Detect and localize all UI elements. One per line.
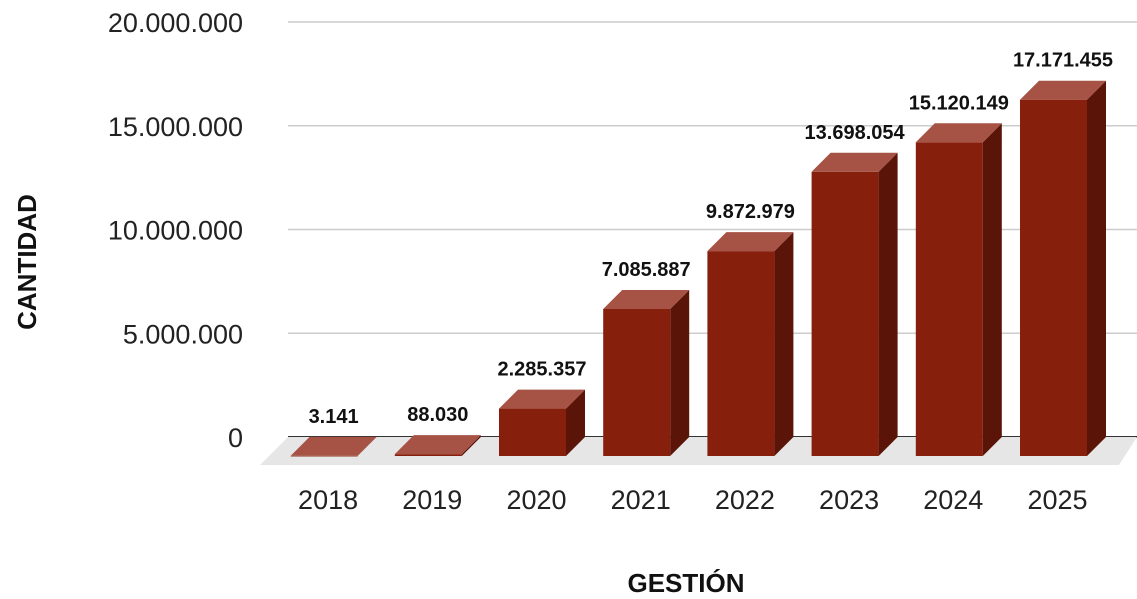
y-tick-label: 15.000.000 bbox=[108, 112, 243, 142]
x-axis-title: GESTIÓN bbox=[627, 568, 744, 598]
data-label: 17.171.455 bbox=[1013, 50, 1113, 72]
y-axis-ticks: 0 5.000.000 10.000.000 15.000.000 20.000.000 bbox=[108, 8, 243, 453]
bar-side bbox=[670, 289, 690, 456]
bar-2022 bbox=[707, 232, 794, 456]
bar-2023 bbox=[811, 152, 898, 456]
x-tick-label: 2025 bbox=[1027, 485, 1087, 515]
x-tick-label: 2022 bbox=[715, 485, 775, 515]
bar-side bbox=[982, 123, 1002, 457]
bar-side bbox=[1087, 80, 1106, 456]
bar-front bbox=[603, 308, 671, 456]
y-axis-title: CANTIDAD bbox=[12, 194, 42, 330]
data-label: 2.285.357 bbox=[498, 359, 587, 381]
data-label: 15.120.149 bbox=[909, 92, 1009, 114]
bar-side bbox=[357, 436, 377, 456]
data-label: 88.030 bbox=[407, 404, 468, 426]
x-tick-label: 2021 bbox=[611, 485, 671, 515]
bar-top bbox=[811, 152, 898, 172]
bar-side bbox=[774, 232, 794, 456]
bar-2018 bbox=[290, 436, 377, 457]
x-tick-label: 2019 bbox=[402, 485, 462, 515]
bar-top bbox=[915, 123, 1002, 143]
bar-top bbox=[499, 389, 585, 409]
x-tick-label: 2023 bbox=[819, 485, 879, 515]
bar-front bbox=[499, 408, 566, 456]
data-labels: 3.141 88.030 2.285.357 7.085.887 9.872.979 13… bbox=[309, 50, 1113, 428]
chart-floor bbox=[260, 437, 1137, 465]
bar-2020 bbox=[499, 389, 585, 456]
y-tick-label: 0 bbox=[228, 423, 243, 453]
data-label: 7.085.887 bbox=[602, 259, 691, 281]
bar-front bbox=[915, 142, 983, 457]
bar-front bbox=[290, 455, 358, 457]
y-tick-label: 20.000.000 bbox=[108, 8, 243, 38]
bar-front bbox=[1020, 99, 1087, 456]
bar-side bbox=[461, 435, 481, 456]
bar-side bbox=[566, 389, 585, 456]
bar-side bbox=[878, 152, 898, 456]
bar-2025 bbox=[1020, 80, 1106, 456]
bar-top bbox=[394, 435, 481, 455]
bar-front bbox=[707, 251, 775, 456]
x-tick-label: 2024 bbox=[923, 485, 983, 515]
data-label: 13.698.054 bbox=[805, 122, 906, 144]
bar-top bbox=[707, 232, 794, 252]
bar-top bbox=[1020, 80, 1106, 100]
bar-2021 bbox=[603, 289, 690, 456]
bar-2024 bbox=[915, 123, 1002, 457]
x-tick-label: 2020 bbox=[506, 485, 566, 515]
data-label: 9.872.979 bbox=[706, 201, 795, 223]
bar-2019 bbox=[394, 435, 481, 456]
bars bbox=[290, 80, 1106, 457]
data-label: 3.141 bbox=[309, 406, 359, 428]
bar-front bbox=[811, 171, 879, 456]
bar-top bbox=[603, 289, 690, 309]
x-axis-ticks: 2018 2019 2020 2021 2022 2023 2024 2025 bbox=[298, 485, 1087, 515]
y-tick-label: 5.000.000 bbox=[123, 319, 243, 349]
bar-top bbox=[290, 436, 377, 456]
x-tick-label: 2018 bbox=[298, 485, 358, 515]
bar-front bbox=[394, 454, 462, 456]
y-tick-label: 10.000.000 bbox=[108, 216, 243, 246]
